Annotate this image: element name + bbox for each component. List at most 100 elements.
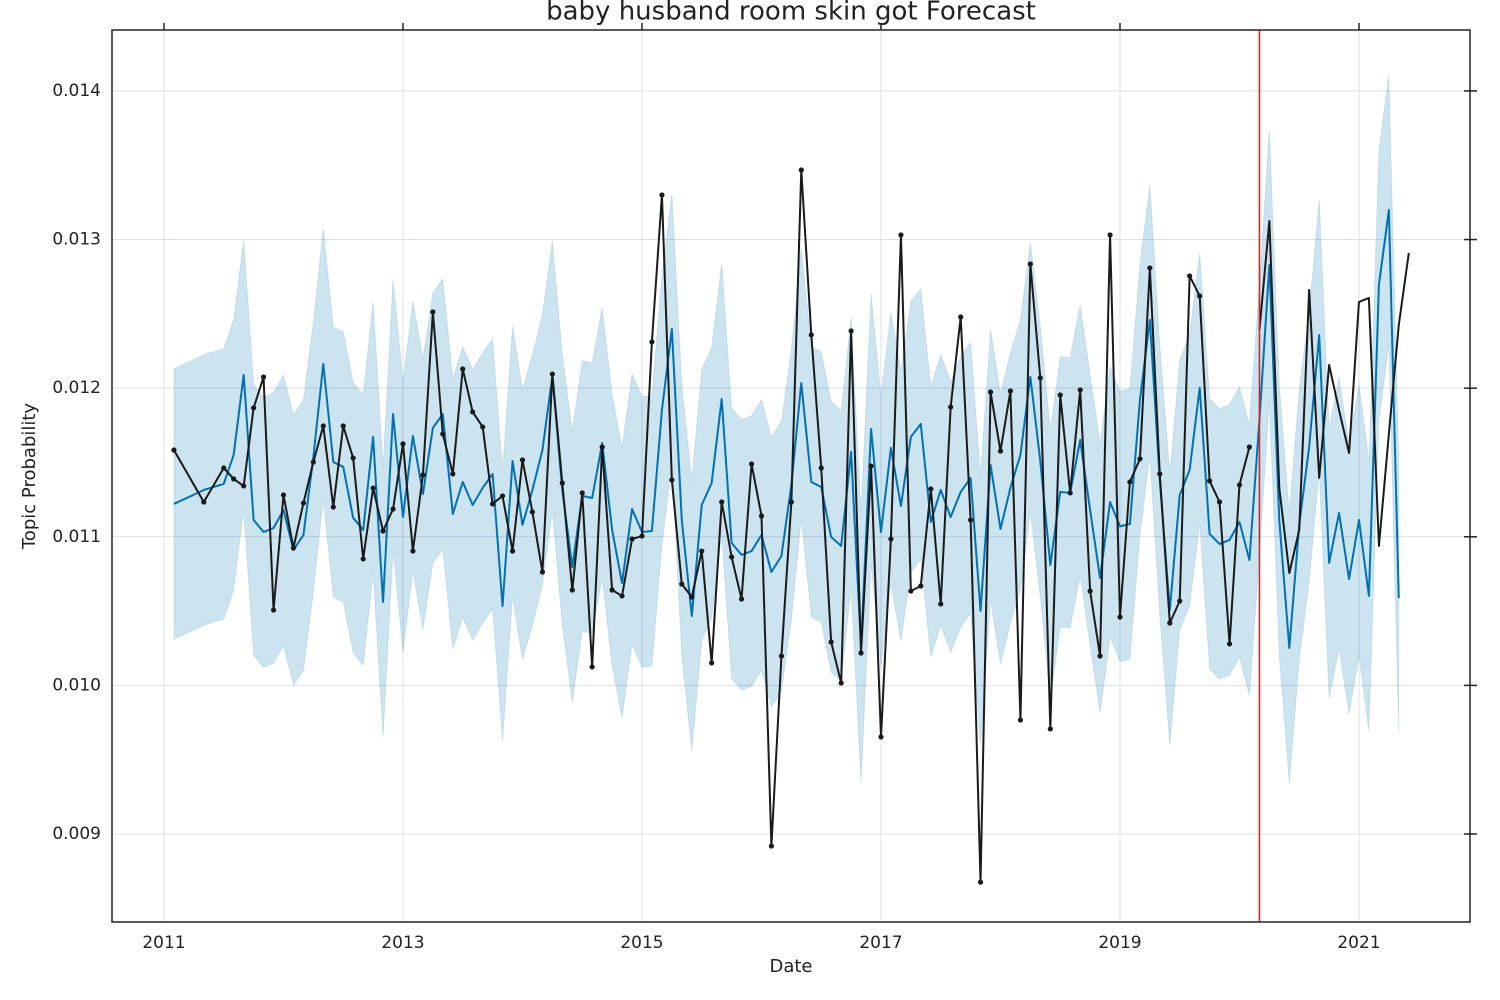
data-point bbox=[709, 660, 715, 666]
data-point bbox=[928, 486, 934, 492]
data-point bbox=[1127, 479, 1133, 485]
y-tick-label: 0.011 bbox=[52, 527, 101, 547]
data-point bbox=[1057, 392, 1063, 398]
data-point bbox=[738, 596, 745, 602]
data-point bbox=[251, 405, 257, 411]
data-point bbox=[748, 461, 755, 467]
data-point bbox=[380, 528, 386, 534]
data-point bbox=[499, 493, 506, 499]
data-point bbox=[639, 533, 645, 539]
data-point bbox=[818, 465, 824, 471]
data-point bbox=[938, 601, 944, 607]
data-point bbox=[1207, 478, 1213, 484]
chart-title: baby husband room skin got Forecast bbox=[546, 0, 1036, 27]
data-point bbox=[221, 465, 227, 471]
data-point bbox=[758, 513, 765, 519]
data-point bbox=[370, 485, 376, 491]
data-point bbox=[798, 167, 804, 173]
data-point bbox=[619, 593, 625, 599]
series-line bbox=[1258, 219, 1410, 575]
data-point bbox=[659, 192, 665, 198]
data-point bbox=[460, 366, 466, 372]
x-axis-label: Date bbox=[769, 956, 812, 977]
data-point bbox=[898, 232, 904, 238]
x-tick-label: 2021 bbox=[1337, 933, 1380, 953]
data-point bbox=[1117, 614, 1123, 620]
data-point bbox=[838, 680, 844, 686]
data-point bbox=[689, 594, 695, 600]
data-point bbox=[589, 664, 595, 670]
data-point bbox=[908, 588, 914, 594]
data-point bbox=[629, 536, 635, 542]
data-point bbox=[539, 569, 546, 575]
data-point bbox=[1236, 482, 1243, 488]
data-point bbox=[519, 457, 526, 463]
data-point bbox=[1177, 598, 1183, 604]
data-point bbox=[241, 483, 247, 489]
data-point bbox=[549, 371, 555, 377]
data-point bbox=[768, 843, 775, 849]
data-point bbox=[987, 389, 994, 395]
data-point bbox=[828, 639, 834, 645]
data-point bbox=[340, 423, 346, 429]
data-point bbox=[300, 500, 307, 506]
data-point bbox=[1077, 387, 1083, 393]
data-point bbox=[918, 583, 924, 589]
data-point bbox=[260, 374, 267, 380]
y-tick-label: 0.012 bbox=[52, 378, 101, 398]
data-point bbox=[290, 545, 297, 551]
data-point bbox=[888, 536, 894, 542]
data-point bbox=[1246, 444, 1253, 450]
data-point bbox=[231, 476, 237, 482]
data-point bbox=[1137, 456, 1143, 462]
data-point bbox=[310, 459, 316, 465]
data-point bbox=[1107, 232, 1113, 238]
data-point bbox=[958, 314, 964, 320]
data-point bbox=[1216, 499, 1223, 505]
data-point bbox=[509, 548, 516, 554]
data-point bbox=[470, 409, 476, 415]
data-point bbox=[280, 492, 287, 498]
axes: 2011 2013 2015 2017 2019 2021 0.009 0.010 0.011 0… bbox=[52, 23, 1477, 953]
x-tick-label: 2013 bbox=[381, 933, 424, 953]
grid bbox=[112, 30, 1470, 922]
data-point bbox=[1187, 273, 1193, 279]
data-point bbox=[201, 499, 207, 505]
series-line bbox=[173, 169, 1251, 884]
data-point bbox=[699, 548, 705, 554]
data-point bbox=[778, 653, 785, 659]
data-point bbox=[997, 448, 1004, 454]
x-tick-label: 2017 bbox=[859, 933, 902, 953]
y-axis-label: Topic Probability bbox=[19, 403, 40, 550]
data-point bbox=[490, 501, 496, 507]
data-point bbox=[1197, 293, 1203, 299]
y-tick-label: 0.010 bbox=[52, 675, 101, 695]
data-point bbox=[450, 471, 456, 477]
data-point bbox=[420, 472, 426, 478]
data-point bbox=[559, 480, 565, 486]
data-point bbox=[1027, 261, 1033, 267]
data-point bbox=[410, 548, 416, 554]
data-point bbox=[1007, 388, 1014, 394]
data-point bbox=[649, 339, 655, 345]
data-point bbox=[1037, 375, 1043, 381]
data-point bbox=[669, 477, 675, 483]
data-point bbox=[270, 607, 277, 613]
data-point bbox=[320, 423, 326, 429]
data-point bbox=[968, 517, 974, 523]
data-point bbox=[171, 447, 177, 453]
data-point bbox=[599, 444, 605, 450]
data-point bbox=[729, 554, 735, 560]
data-point bbox=[1087, 588, 1093, 594]
y-tick-label: 0.009 bbox=[52, 824, 101, 844]
data-point bbox=[569, 587, 575, 593]
data-point bbox=[350, 455, 356, 461]
y-tick-label: 0.013 bbox=[52, 230, 101, 250]
data-point bbox=[1047, 726, 1053, 732]
uncertainty-band bbox=[173, 74, 1400, 784]
data-point bbox=[1147, 265, 1153, 271]
data-point bbox=[430, 309, 436, 315]
data-point bbox=[390, 506, 396, 512]
